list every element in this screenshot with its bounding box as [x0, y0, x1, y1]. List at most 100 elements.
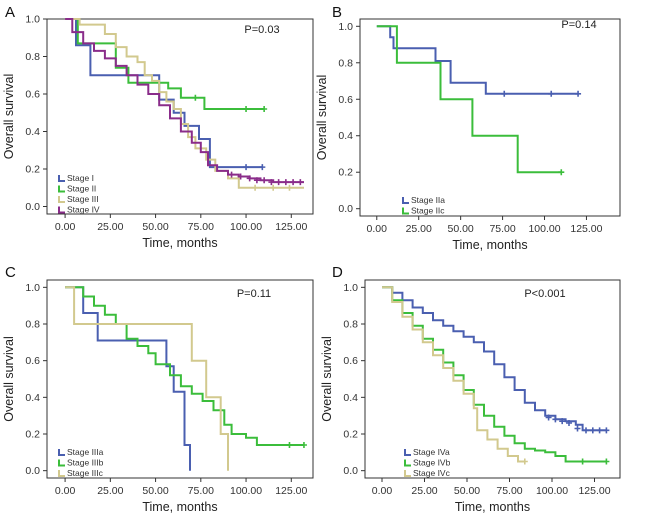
censor-mark-stage-iia: [548, 90, 555, 97]
censor-mark-stage-iv: [268, 179, 275, 186]
x-tick-label: 50.00: [142, 485, 168, 497]
legend-entry: Stage III: [67, 194, 99, 204]
plot-frame: [359, 18, 621, 217]
survival-curve-stage-ivc: [382, 286, 525, 463]
y-tick-label: 0.6: [343, 355, 358, 367]
x-tick-label: 0.00: [55, 221, 76, 233]
x-tick-label: 75.00: [489, 223, 515, 235]
survival-curve-stage-i: [65, 18, 263, 169]
y-tick-label: 0.4: [343, 392, 358, 404]
y-tick-label: 0.8: [25, 319, 40, 331]
survival-curve-stage-iiic: [65, 286, 229, 471]
x-tick-label: 100.00: [528, 223, 560, 235]
p-value: P=0.14: [561, 19, 596, 31]
x-tick-label: 125.00: [275, 485, 307, 497]
censor-mark-stage-iva: [583, 427, 589, 434]
x-axis-label: Time, months: [455, 500, 530, 514]
panel-label: C: [5, 264, 16, 281]
y-tick-label: 0.8: [25, 51, 40, 63]
censor-mark-stage-ii: [261, 106, 268, 112]
x-tick-label: 50.00: [448, 223, 474, 235]
censor-mark-stage-i: [259, 164, 266, 171]
y-tick-label: 0.8: [343, 319, 358, 331]
panel-a: A 0.00 25.00 50.00 75.00 100.00 125.00 0.0 0.2 0.…: [2, 4, 314, 250]
censor-mark-stage-iv: [246, 175, 253, 182]
legend-swatch: [404, 470, 411, 477]
legend-swatch: [58, 449, 65, 456]
censor-mark-stage-ivc: [521, 458, 528, 465]
survival-curve-stage-ivb: [382, 286, 607, 463]
censor-mark-stage-iva: [589, 427, 596, 434]
censor-mark-stage-iv: [228, 171, 235, 178]
censor-mark-stage-iva: [552, 416, 559, 423]
censor-mark-stage-iva: [545, 414, 552, 421]
censor-mark-stage-iii: [270, 184, 277, 191]
survival-curve-stage-iic: [376, 25, 562, 174]
y-tick-label: 1.0: [25, 14, 40, 26]
censor-mark-stage-iv: [253, 177, 260, 184]
legend-swatch: [404, 449, 411, 456]
x-tick-label: 125.00: [578, 485, 610, 497]
censor-mark-stage-iv: [282, 179, 289, 186]
censor-mark-stage-ivb: [603, 458, 610, 465]
y-tick-label: 0.4: [25, 126, 40, 138]
x-axis-label: Time, months: [142, 500, 217, 514]
x-tick-label: 75.00: [188, 221, 214, 233]
legend-swatch: [58, 206, 65, 214]
legend-entry: Stage IVb: [413, 458, 451, 468]
legend-swatch: [404, 459, 411, 467]
legend-entry: Stage IIIc: [67, 468, 104, 478]
survival-curve-stage-iva: [382, 286, 607, 432]
p-value: P=0.03: [244, 24, 279, 36]
y-tick-label: 1.0: [338, 21, 353, 33]
y-tick-label: 0.4: [338, 130, 353, 142]
panel-label: D: [332, 264, 343, 281]
legend-swatch: [58, 459, 65, 467]
censor-mark-stage-iv: [261, 177, 268, 184]
censor-mark-stage-ivb: [579, 458, 586, 465]
p-value: P=0.11: [237, 288, 271, 300]
x-tick-label: 125.00: [275, 221, 307, 233]
censor-mark-stage-iii: [286, 184, 293, 191]
legend-swatch: [58, 185, 65, 193]
plot-frame: [46, 18, 314, 215]
y-tick-label: 0.2: [338, 167, 353, 179]
legend-entry: Stage IIc: [411, 206, 445, 216]
censor-mark-stage-iv: [237, 173, 244, 180]
legend-swatch: [58, 470, 65, 477]
censor-mark-stage-iiib: [300, 442, 307, 448]
y-tick-label: 0.0: [25, 201, 40, 213]
y-tick-label: 0.4: [25, 392, 40, 404]
y-tick-label: 0.2: [343, 429, 358, 441]
x-tick-label: 0.00: [55, 485, 76, 497]
survival-curve-stage-ii: [65, 18, 265, 110]
survival-curve-stage-iiia: [65, 286, 191, 471]
legend-entry: Stage I: [67, 173, 94, 183]
x-axis-label: Time, months: [142, 236, 217, 250]
legend-entry: Stage IIIa: [67, 447, 104, 457]
y-tick-label: 0.8: [338, 57, 353, 69]
y-tick-label: 0.0: [343, 465, 358, 477]
censor-mark-stage-ii: [243, 106, 250, 112]
x-tick-label: 100.00: [536, 485, 568, 497]
y-tick-label: 0.6: [338, 94, 353, 106]
legend-swatch: [402, 207, 409, 215]
legend-swatch: [58, 196, 65, 203]
legend-swatch: [402, 197, 409, 204]
y-axis-label: Overall survival: [320, 336, 334, 421]
censor-mark-stage-ii: [192, 94, 199, 101]
y-tick-label: 0.0: [25, 465, 40, 477]
y-axis-label: Overall survival: [2, 336, 16, 421]
y-tick-label: 0.2: [25, 164, 40, 176]
censor-mark-stage-i: [243, 164, 250, 171]
censor-mark-stage-iv: [290, 179, 297, 186]
censor-mark-stage-iva: [566, 420, 572, 426]
y-tick-label: 0.6: [25, 89, 40, 101]
panel-label: B: [332, 4, 342, 21]
panel-d: D 0.00 25.00 50.00 75.00 100.00 125.00 0.0 0.2 0.…: [320, 264, 621, 514]
survival-curve-stage-iiib: [65, 286, 304, 446]
plot-frame: [46, 279, 314, 479]
legend-entry: Stage IV: [67, 205, 100, 215]
x-tick-label: 75.00: [496, 485, 522, 497]
x-tick-label: 0.00: [367, 223, 388, 235]
